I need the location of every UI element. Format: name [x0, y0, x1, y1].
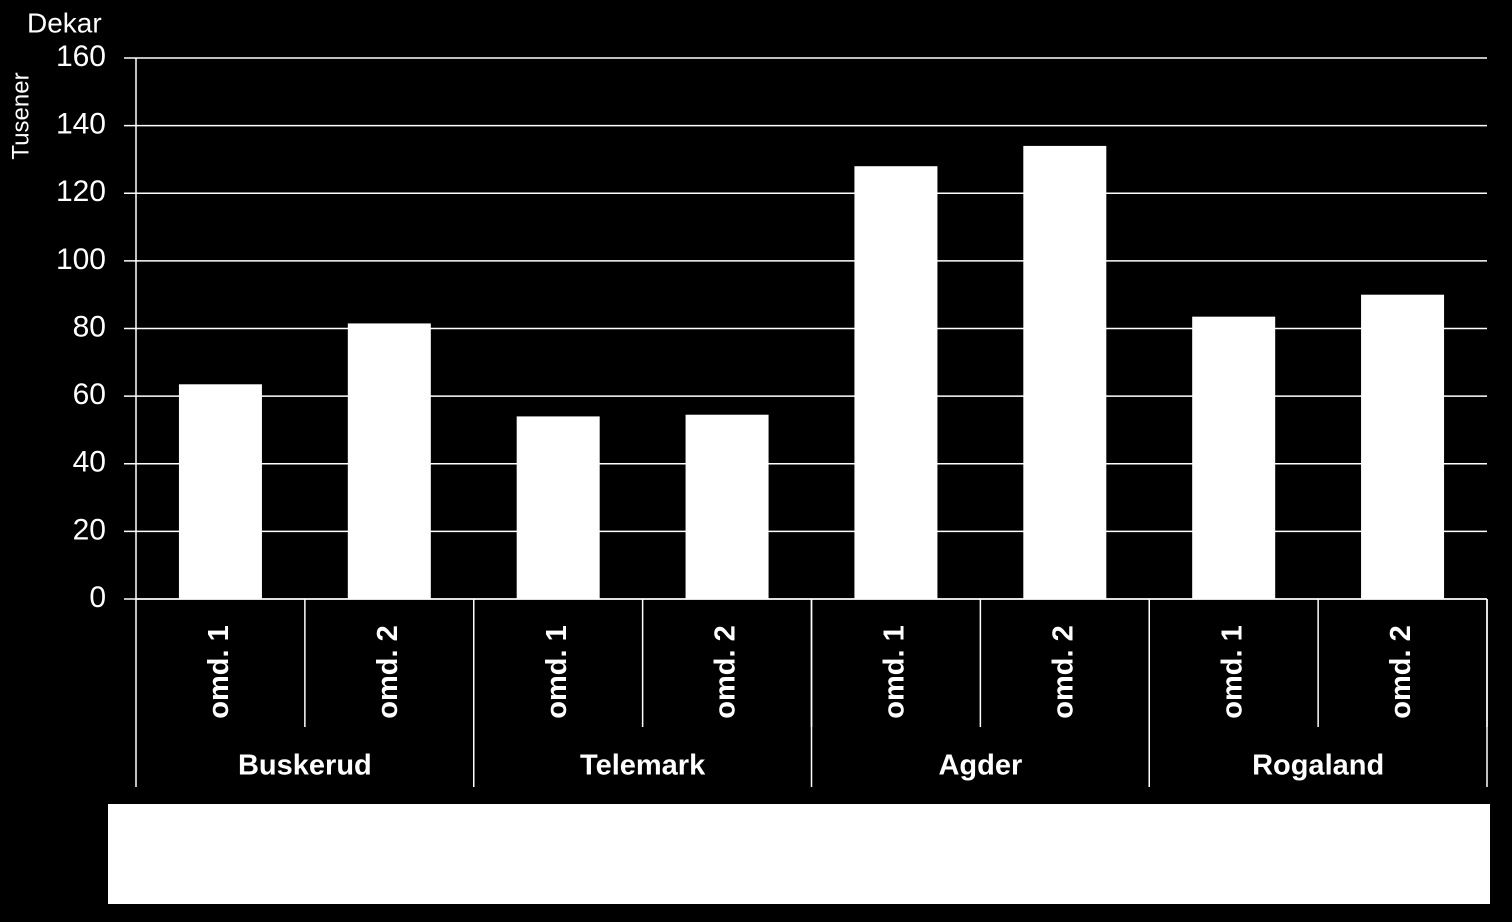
y-tick-label: 20 — [73, 513, 106, 546]
x-tick-label: omd. 1 — [879, 625, 911, 718]
y-tick-label: 100 — [56, 243, 106, 276]
bar — [1192, 316, 1276, 599]
y-tick-label: 80 — [73, 310, 106, 343]
bar — [1023, 145, 1107, 599]
x-tick-label: omd. 1 — [541, 625, 573, 718]
bar — [854, 166, 938, 599]
y-axis-title: Dekar — [27, 7, 102, 38]
bar — [1361, 294, 1445, 599]
x-tick-label: omd. 1 — [203, 625, 235, 718]
group-label: Buskerud — [238, 750, 372, 782]
x-tick-label: omd. 2 — [1047, 625, 1079, 718]
x-tick-label: omd. 1 — [1216, 625, 1248, 718]
blank-box — [108, 804, 1490, 904]
y-tick-label: 40 — [73, 446, 106, 479]
y-tick-label: 160 — [56, 40, 106, 73]
group-label: Rogaland — [1252, 750, 1384, 782]
bar — [178, 384, 262, 599]
x-tick-label: omd. 2 — [1385, 625, 1417, 718]
x-tick-label: omd. 2 — [372, 625, 404, 718]
bar — [347, 323, 431, 599]
y-tick-label: 0 — [89, 581, 106, 614]
y-tick-label: 140 — [56, 108, 106, 141]
y-tick-label: 60 — [73, 378, 106, 411]
y-tick-label: 120 — [56, 175, 106, 208]
x-tick-label: omd. 2 — [710, 625, 742, 718]
bar — [516, 416, 600, 599]
group-label: Telemark — [580, 750, 706, 782]
y-axis-unit: Tusener — [7, 72, 34, 159]
bar — [685, 414, 769, 599]
group-label: Agder — [938, 750, 1022, 782]
